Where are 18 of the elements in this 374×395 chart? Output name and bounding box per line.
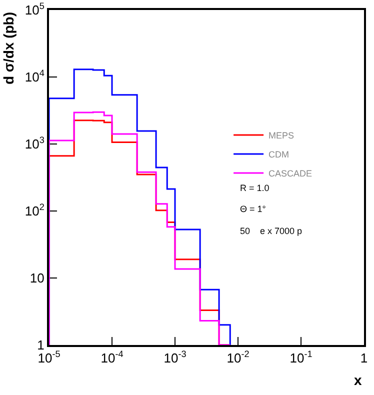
y-tick-label: 10$^{2}$	[24, 202, 44, 219]
y-tick-label: 10$^{5}$	[24, 1, 44, 18]
y-tick-label: 10$^{4}$	[24, 68, 44, 85]
annotation: R = 1.0	[240, 183, 270, 193]
legend-label: MEPS	[268, 130, 294, 141]
x-tick-label: 10$^{-1}$	[290, 349, 312, 366]
y-tick-label: 10	[30, 270, 44, 286]
x-tick-label: 10$^{-3}$	[164, 349, 186, 366]
x-axis-title: x	[354, 372, 362, 388]
annotation: Θ = 1°	[240, 204, 266, 214]
x-tick-label: 10$^{-4}$	[100, 349, 124, 366]
x-tick-label: 1	[360, 350, 368, 366]
annotation: 50 e x 7000 p	[240, 226, 302, 236]
y-tick-label: 10$^{3}$	[24, 135, 44, 152]
legend-label: CDM	[268, 150, 290, 160]
y-axis-title: d σ/dx (pb)	[0, 12, 17, 85]
x-tick-label: 10$^{-2}$	[226, 349, 250, 366]
legend-label: CASCADE	[268, 168, 312, 179]
